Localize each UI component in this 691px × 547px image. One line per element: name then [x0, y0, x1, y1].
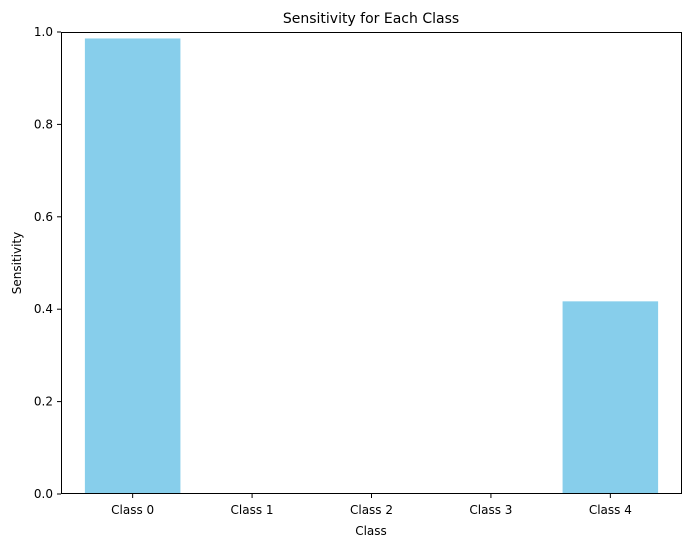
bar-class-0: [84, 38, 181, 495]
x-tick-label: Class 3: [469, 503, 512, 517]
plot-frame: [61, 32, 682, 494]
bars-group: [84, 38, 659, 495]
x-axis-ticks: Class 0 Class 1 Class 2 Class 3 Class 4: [111, 494, 632, 517]
x-tick-label: Class 2: [350, 503, 393, 517]
y-tick-label: 0.0: [34, 487, 53, 501]
x-tick-label: Class 0: [111, 503, 154, 517]
y-tick-label: 0.4: [34, 302, 53, 316]
x-axis-label: Class: [355, 524, 387, 538]
x-tick-label: Class 4: [589, 503, 632, 517]
chart-title: Sensitivity for Each Class: [283, 11, 459, 27]
bar-class-4: [562, 301, 659, 494]
y-tick-label: 0.2: [34, 395, 53, 409]
x-tick-label: Class 1: [231, 503, 274, 517]
y-axis-ticks: 0.0 0.2 0.4 0.6 0.8 1.0: [34, 25, 61, 501]
y-tick-label: 0.8: [34, 117, 53, 131]
y-tick-label: 0.6: [34, 210, 53, 224]
y-tick-label: 1.0: [34, 25, 53, 39]
y-axis-label: Sensitivity: [10, 232, 24, 294]
